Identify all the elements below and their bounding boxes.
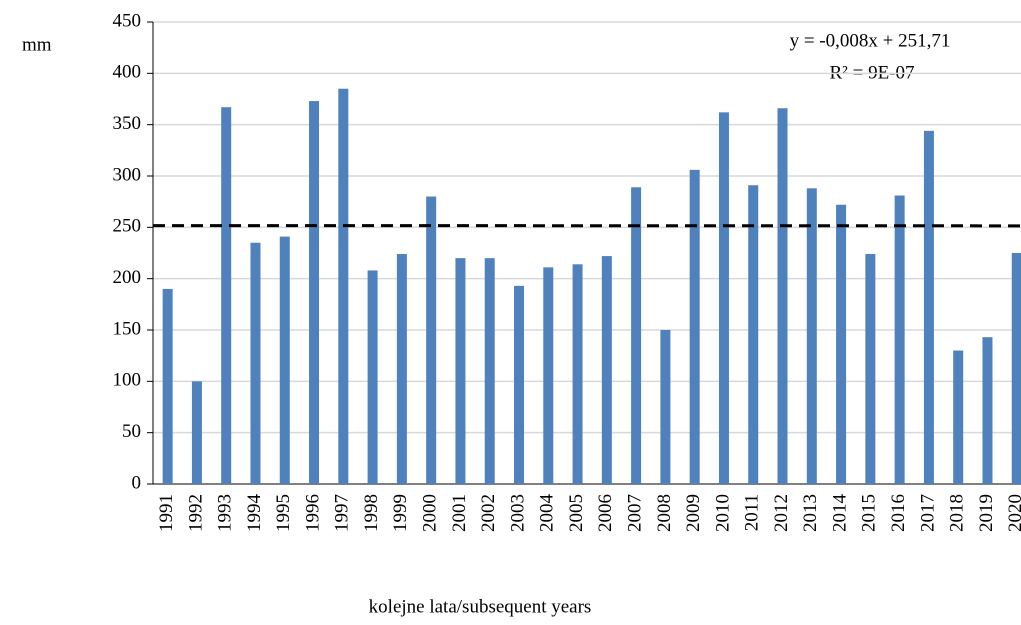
x-tick-label: 1993 — [215, 494, 236, 532]
bar — [982, 337, 993, 484]
y-tick-label: 200 — [113, 267, 142, 288]
bar — [748, 185, 759, 485]
bar — [162, 288, 173, 484]
x-tick-label: 2001 — [449, 494, 470, 532]
x-tick-label: 1996 — [302, 494, 323, 532]
x-tick-label: 2012 — [771, 494, 792, 532]
y-tick-label: 350 — [113, 113, 142, 134]
trend-equation: y = -0,008x + 251,71 — [790, 30, 951, 51]
bar — [631, 187, 642, 484]
x-tick-label: 1997 — [332, 494, 353, 532]
bar — [338, 88, 349, 484]
bar — [250, 242, 261, 484]
bar — [514, 285, 524, 484]
bar — [777, 108, 788, 485]
x-tick-label: 1999 — [390, 494, 411, 532]
bar — [1011, 253, 1021, 484]
x-tick-label: 2002 — [478, 494, 499, 532]
bar — [806, 188, 817, 484]
x-tick-label: 2009 — [683, 494, 704, 532]
bar — [309, 101, 320, 484]
x-tick-label: 2004 — [537, 494, 558, 533]
x-tick-label: 2014 — [829, 494, 850, 533]
x-tick-label: 2017 — [917, 494, 938, 532]
y-tick-label: 250 — [113, 216, 142, 237]
x-tick-label: 2010 — [712, 494, 733, 532]
x-tick-label: 2018 — [947, 494, 968, 532]
x-tick-label: 2015 — [859, 494, 880, 532]
y-axis-label: mm — [22, 34, 52, 55]
bar — [894, 195, 905, 485]
bar — [221, 107, 232, 485]
x-tick-label: 2000 — [420, 494, 441, 532]
x-tick-label: 2003 — [507, 494, 528, 532]
x-axis-label: kolejne lata/subsequent years — [369, 596, 592, 617]
y-tick-label: 400 — [113, 62, 142, 83]
bar — [923, 130, 934, 484]
x-tick-label: 2011 — [742, 494, 763, 531]
y-tick-label: 0 — [132, 472, 142, 493]
x-tick-label: 1991 — [156, 494, 177, 532]
bar — [865, 254, 876, 484]
x-tick-label: 1994 — [244, 494, 265, 533]
x-tick-label: 2007 — [624, 494, 645, 532]
bar — [484, 258, 495, 484]
x-tick-label: 1992 — [185, 494, 206, 532]
bar — [718, 112, 729, 484]
bar — [543, 267, 554, 484]
bar — [660, 330, 671, 484]
bar — [572, 264, 583, 484]
bar — [279, 236, 290, 484]
bar — [836, 204, 847, 484]
bar — [601, 256, 612, 484]
x-tick-label: 2016 — [888, 494, 909, 532]
bar — [953, 350, 964, 484]
bar — [396, 254, 407, 484]
x-tick-label: 2005 — [566, 494, 587, 532]
bar — [689, 169, 700, 484]
x-tick-label: 2008 — [654, 494, 675, 532]
x-tick-label: 2006 — [595, 494, 616, 532]
bar — [426, 196, 437, 485]
y-tick-label: 50 — [122, 421, 141, 442]
y-tick-label: 450 — [113, 10, 142, 31]
x-tick-label: 1998 — [361, 494, 382, 532]
x-tick-label: 1995 — [273, 494, 294, 532]
y-tick-label: 300 — [113, 164, 142, 185]
bar — [455, 258, 466, 484]
bar — [367, 270, 378, 484]
x-tick-label: 2020 — [1005, 494, 1021, 532]
x-tick-label: 2013 — [800, 494, 821, 532]
y-tick-label: 100 — [113, 370, 142, 391]
x-tick-label: 2019 — [976, 494, 997, 532]
bar — [191, 381, 202, 484]
y-tick-label: 150 — [113, 318, 142, 339]
